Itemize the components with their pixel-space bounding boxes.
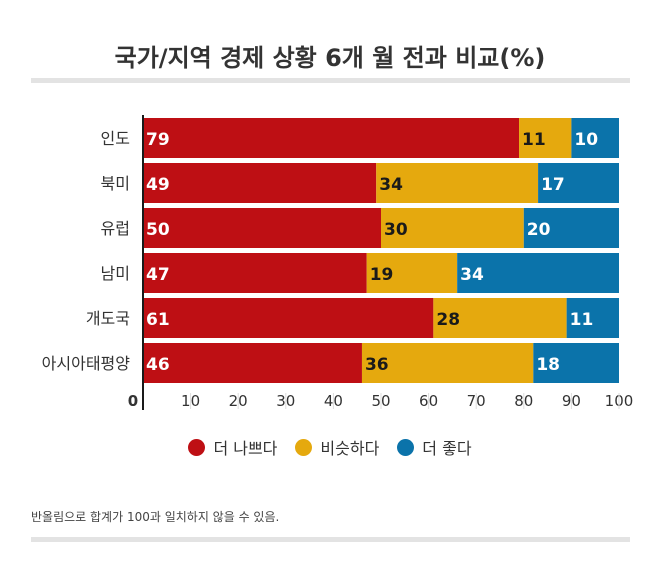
legend: 더 나쁘다 비슷하다 더 좋다	[0, 435, 660, 459]
data-label: 47	[146, 265, 170, 285]
bar-segment	[143, 208, 381, 248]
category-label: 아시아태평양	[42, 354, 131, 373]
data-label: 11	[570, 310, 594, 330]
legend-swatch-worse	[188, 438, 206, 456]
bar-segment	[381, 208, 524, 248]
legend-item-worse: 더 나쁘다	[188, 435, 277, 459]
data-label: 79	[146, 130, 170, 150]
top-divider	[31, 78, 630, 83]
bar-segment	[523, 208, 619, 248]
data-label: 36	[365, 355, 389, 375]
data-label: 17	[541, 175, 565, 195]
bar-segment	[361, 343, 534, 383]
bottom-divider	[31, 537, 630, 542]
data-label: 19	[370, 265, 394, 285]
bar-segment	[457, 253, 619, 293]
bar-segment	[143, 253, 367, 293]
data-label: 49	[146, 175, 170, 195]
data-label: 50	[146, 220, 170, 240]
bar-segment	[433, 298, 567, 338]
data-label: 18	[536, 355, 560, 375]
bar-segment	[366, 253, 458, 293]
stacked-bar-chart: 인도 79 11 10 북미 49 34 17 유럽 50 30 20 남미 47 19 34 개도국 61 28 1…	[42, 115, 633, 410]
data-label: 34	[460, 265, 484, 285]
category-label: 인도	[101, 129, 130, 148]
legend-label-better: 더 좋다	[422, 439, 472, 458]
bar-segment	[571, 118, 619, 158]
data-label: 20	[527, 220, 551, 240]
category-label: 개도국	[86, 309, 130, 328]
bar-segment	[519, 118, 572, 158]
bar-segment	[143, 118, 520, 158]
bar-segment	[538, 163, 619, 203]
bar-segment	[143, 343, 362, 383]
category-label: 유럽	[101, 219, 130, 238]
data-label: 30	[384, 220, 408, 240]
bar-segment	[376, 163, 539, 203]
x-tick-label: 0	[128, 392, 138, 410]
legend-label-same: 비슷하다	[320, 439, 380, 458]
legend-swatch-same	[295, 438, 313, 456]
legend-item-better: 더 좋다	[397, 435, 472, 459]
data-label: 61	[146, 310, 170, 330]
category-label: 남미	[101, 264, 130, 283]
chart-title: 국가/지역 경제 상황 6개 월 전과 비교(%)	[114, 44, 546, 72]
data-label: 46	[146, 355, 170, 375]
bar-segment	[566, 298, 619, 338]
data-label: 11	[522, 130, 546, 150]
data-label: 28	[436, 310, 460, 330]
bar-segment	[143, 163, 377, 203]
footnote: 반올림으로 합계가 100과 일치하지 않을 수 있음.	[31, 510, 280, 524]
category-label: 북미	[101, 174, 130, 193]
legend-label-worse: 더 나쁘다	[213, 439, 278, 458]
legend-swatch-better	[397, 438, 415, 456]
bar-segment	[143, 298, 434, 338]
data-label: 10	[574, 130, 598, 150]
legend-item-same: 비슷하다	[295, 435, 379, 459]
bar-segment	[533, 343, 619, 383]
data-label: 34	[379, 175, 403, 195]
